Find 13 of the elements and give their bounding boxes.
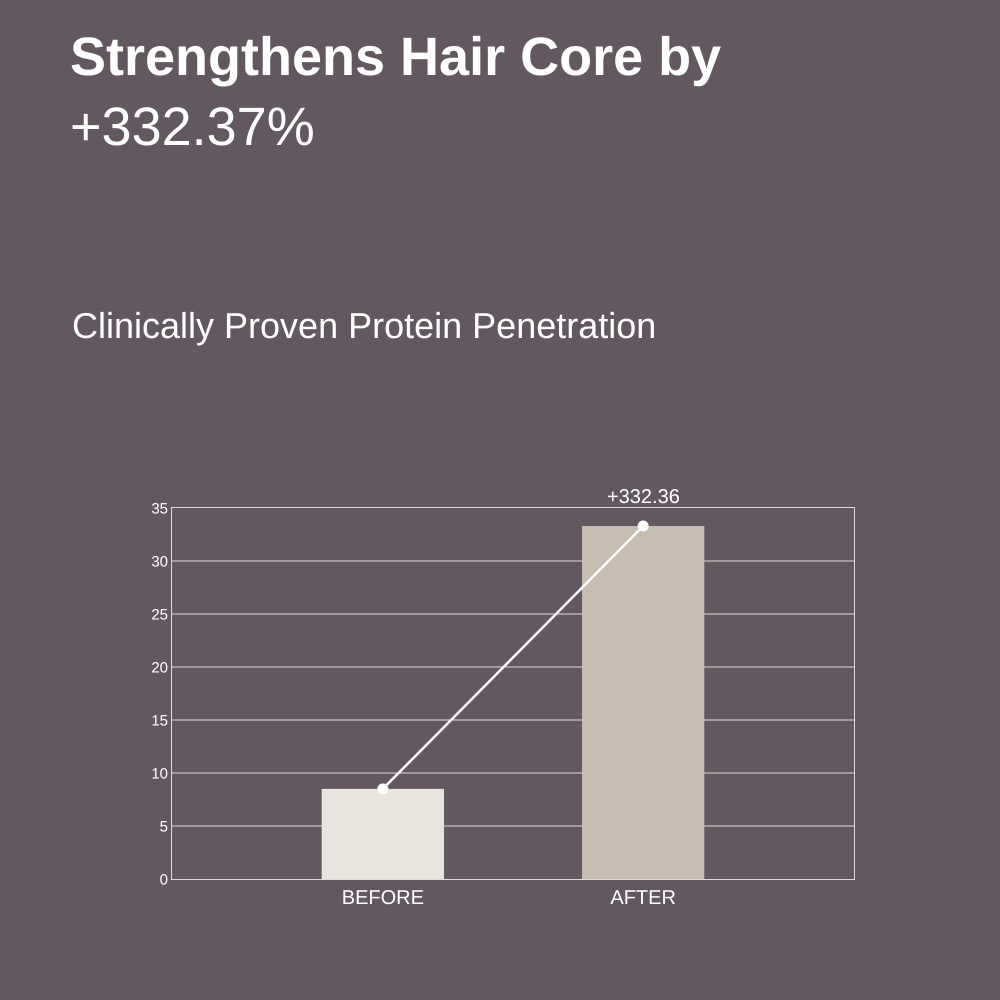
annotation: +332.36 <box>607 486 680 508</box>
chart-subtitle: Clinically Proven Protein Penetration <box>72 305 656 346</box>
y-tick-label: 5 <box>160 818 168 836</box>
y-tick-label: 35 <box>151 500 168 518</box>
y-tick-label: 15 <box>151 712 168 730</box>
y-tick-label: 0 <box>160 871 168 888</box>
y-tick-label: 30 <box>151 553 168 570</box>
y-tick-label: 20 <box>151 659 168 676</box>
y-tick-label: 25 <box>151 606 168 624</box>
y-tick-label: 10 <box>151 765 168 782</box>
x-tick-label: BEFORE <box>342 887 424 909</box>
x-tick-label: AFTER <box>610 887 676 909</box>
chart-title: Strengthens Hair Core by +332.37% <box>70 26 722 157</box>
